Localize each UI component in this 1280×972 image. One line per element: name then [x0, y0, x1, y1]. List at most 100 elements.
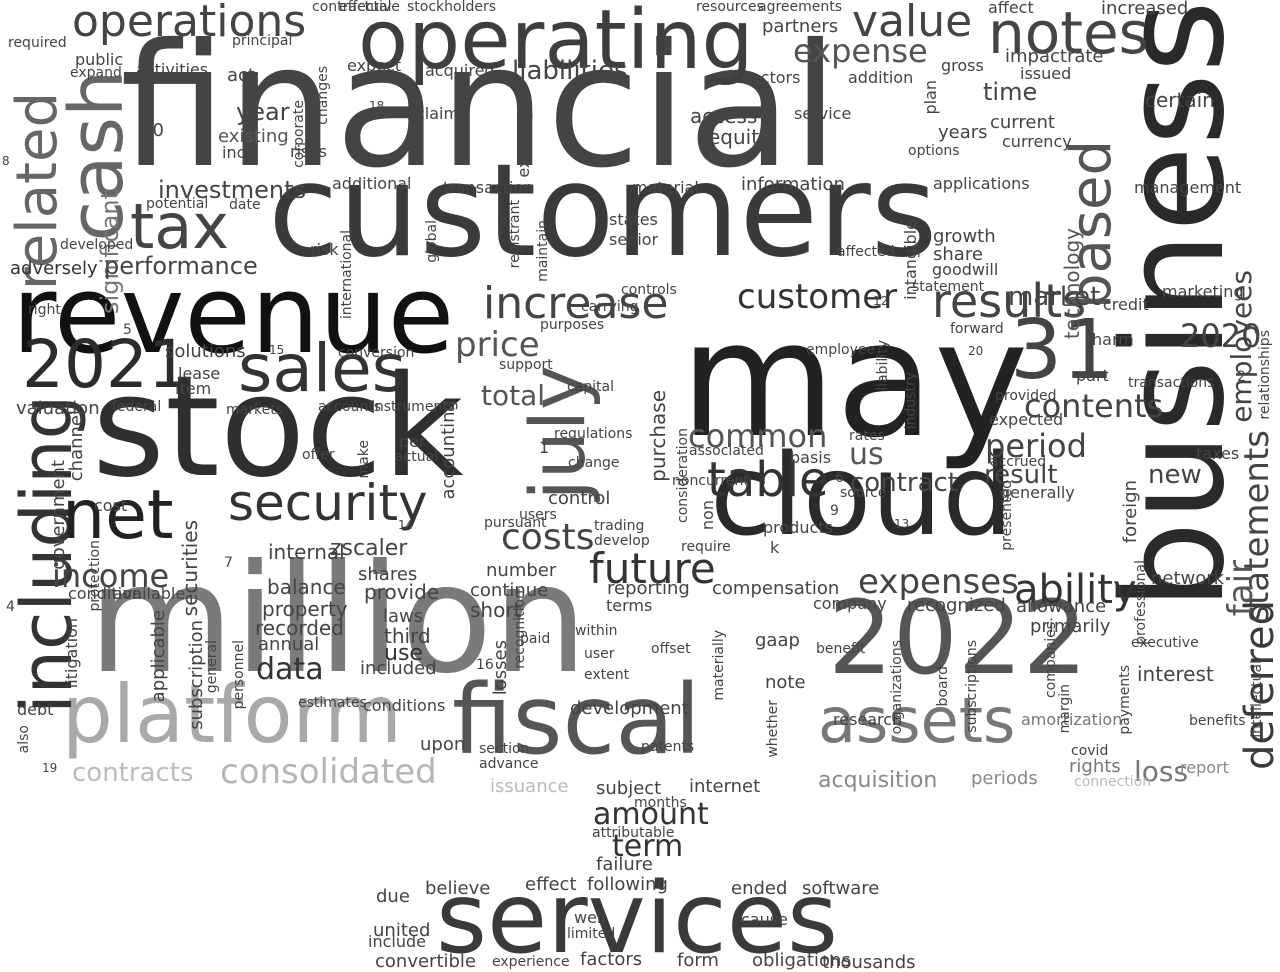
word-public: public: [75, 50, 124, 69]
word-organizations: organizations: [889, 640, 905, 735]
word-associated: associated: [689, 443, 764, 459]
word-operations: operations: [72, 0, 307, 47]
word-part: part: [1076, 366, 1109, 385]
word-include: include: [368, 932, 426, 951]
word-additional: additional: [332, 174, 412, 193]
word-purchase: purchase: [646, 390, 670, 482]
word-fair: fair: [1221, 560, 1261, 617]
word-develop: develop: [594, 533, 650, 549]
word-noncurrent: noncurrent: [672, 473, 749, 489]
word-20: 20: [968, 344, 984, 358]
word-benefits: benefits: [1189, 713, 1246, 729]
word-require: require: [681, 539, 731, 555]
word-price: price: [455, 325, 540, 365]
word-contracts: contracts: [72, 758, 194, 788]
word-claims: claims: [416, 104, 468, 123]
word-executive: executive: [1131, 635, 1199, 651]
word-options: options: [908, 143, 960, 159]
word-applicable: applicable: [148, 610, 169, 703]
word-period: period: [985, 427, 1087, 465]
word-internal: internal: [268, 540, 345, 564]
word-trading: trading: [594, 518, 645, 534]
word-limited: limited: [567, 926, 616, 942]
word-stock: stock: [92, 346, 464, 509]
word-increased: increased: [1101, 0, 1189, 19]
word-net: net: [62, 476, 174, 555]
word-applications: applications: [933, 174, 1030, 193]
word-expenses: expenses: [858, 562, 1019, 602]
word-access: access: [690, 104, 758, 128]
word-accrued: accrued: [990, 454, 1047, 470]
word-potential: potential: [146, 196, 209, 212]
word-total: total: [481, 379, 546, 412]
word-development: development: [570, 698, 689, 719]
word-cloud: cloud: [710, 431, 1014, 561]
word-recognition: recognition: [512, 590, 528, 669]
word-presented: presented: [999, 480, 1015, 551]
word-table: table: [707, 452, 829, 508]
word-following: following: [587, 874, 668, 895]
word-loss: loss: [1134, 755, 1189, 788]
word-patents: patents: [641, 739, 695, 755]
word-ability: ability: [1014, 567, 1137, 613]
word-allowance: allowance: [1016, 596, 1107, 617]
word-margin: margin: [1057, 684, 1073, 734]
word-agreements: agreements: [758, 0, 843, 15]
word-7: 7: [224, 555, 233, 571]
word-16: 16: [476, 657, 494, 673]
word-provide: provide: [364, 580, 440, 604]
word-consolidated: consolidated: [220, 752, 437, 792]
word-term: term: [612, 829, 684, 864]
word-intellectual: intellectual: [1249, 660, 1265, 738]
word-currency: currency: [1002, 132, 1072, 151]
word-employee: employee: [806, 342, 876, 358]
word-12: 12: [873, 294, 889, 308]
word-8: 8: [2, 154, 10, 168]
word-estimates: estimates: [298, 695, 367, 711]
word-number: number: [486, 560, 557, 581]
word-time: time: [983, 78, 1038, 106]
word-well: well: [574, 908, 606, 927]
word-general: general: [204, 640, 220, 694]
word-failure: failure: [596, 854, 653, 875]
word-14: 14: [398, 518, 414, 532]
word-directors: directors: [730, 68, 801, 87]
word-recognized: recognized: [907, 595, 1006, 616]
word-right: right: [28, 302, 61, 318]
word-contract: contract: [850, 468, 958, 498]
word-transaction: transaction: [443, 178, 534, 197]
word-upon: upon: [420, 734, 466, 755]
word-lease: lease: [178, 364, 221, 383]
word-shares: shares: [358, 564, 418, 585]
word-million: million: [88, 533, 588, 707]
word-company: company: [813, 594, 887, 613]
word-section: section: [479, 741, 530, 757]
word-factors: factors: [580, 949, 643, 970]
word-15: 15: [269, 343, 285, 357]
word-products: products: [763, 518, 833, 537]
word-companies: companies: [1043, 622, 1059, 699]
word-offer: offer: [302, 447, 335, 463]
word-us: us: [849, 437, 884, 472]
word-information: information: [741, 174, 845, 195]
word-personnel: personnel: [231, 640, 247, 710]
word-13: 13: [894, 517, 910, 531]
word-regulations: regulations: [554, 426, 633, 442]
word-research: research: [833, 710, 903, 729]
word-effective: effective: [339, 0, 400, 15]
word-exchange: exchange: [514, 100, 533, 178]
word-expense: expense: [793, 32, 928, 70]
word-actual: actual: [395, 449, 439, 465]
word-due: due: [376, 886, 410, 907]
word-global: global: [424, 220, 440, 263]
word-debt: debt: [17, 700, 54, 719]
word-gross: gross: [941, 56, 984, 75]
word-use: use: [384, 641, 423, 666]
word-software: software: [802, 878, 880, 899]
word-income: income: [52, 557, 170, 595]
word-changes: changes: [315, 66, 331, 125]
word-balance: balance: [267, 575, 346, 599]
word-taxes: taxes: [1196, 444, 1240, 463]
word-harm: harm: [1092, 330, 1134, 349]
word-new: new: [1148, 460, 1202, 490]
